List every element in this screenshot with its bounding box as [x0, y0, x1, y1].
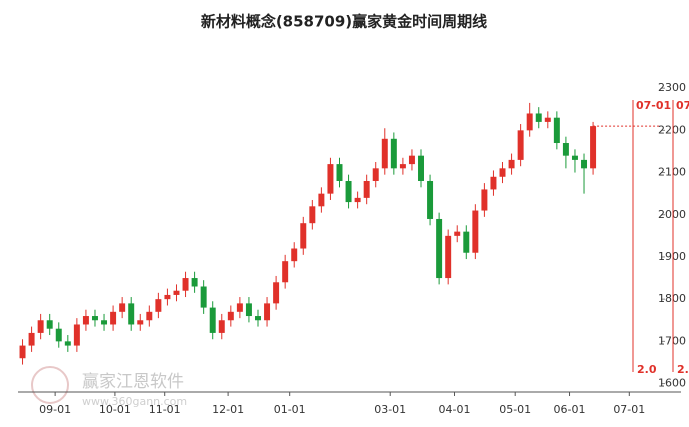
x-tick-label: 03-01	[374, 403, 406, 416]
cycle-date-label: 07-01	[676, 99, 689, 112]
candle-body	[218, 320, 225, 333]
candle-body	[110, 311, 117, 325]
watermark-url: www.360gann.com	[82, 395, 187, 408]
candle-body	[408, 155, 415, 165]
candle-body	[472, 210, 479, 253]
candle-body	[436, 218, 443, 279]
candle-body	[245, 303, 252, 317]
candle-body	[82, 316, 89, 325]
x-tick-label: 06-01	[554, 403, 586, 416]
y-tick-label: 1600	[658, 377, 686, 390]
candle-body	[73, 324, 80, 346]
candle-body	[309, 206, 316, 224]
candle-body	[336, 164, 343, 181]
candle-body	[227, 311, 234, 321]
x-tick-label: 11-01	[149, 403, 181, 416]
candle-body	[526, 113, 533, 131]
cycle-ratio-label: 2.3	[677, 363, 689, 376]
candle-body	[390, 138, 397, 169]
x-tick-label: 07-01	[613, 403, 645, 416]
candle-body	[381, 138, 388, 169]
candle-body	[562, 143, 569, 156]
candle-body	[28, 332, 35, 346]
candle-body	[318, 193, 325, 207]
candle-body	[427, 180, 434, 219]
x-tick-label: 04-01	[439, 403, 471, 416]
x-tick-label: 05-01	[499, 403, 531, 416]
y-tick-label: 2200	[658, 123, 686, 136]
candle-body	[173, 290, 180, 295]
y-tick-label: 1900	[658, 250, 686, 263]
candle-body	[291, 248, 298, 262]
candle-body	[155, 299, 162, 312]
candle-body	[372, 168, 379, 181]
candle-body	[101, 320, 108, 325]
x-tick-label: 09-01	[39, 403, 71, 416]
candle-body	[91, 316, 98, 321]
candle-body	[164, 294, 171, 300]
candle-body	[119, 303, 126, 312]
candle-body	[517, 130, 524, 160]
x-tick-label: 01-01	[274, 403, 306, 416]
candle-body	[19, 345, 26, 359]
candle-body	[508, 159, 515, 169]
y-tick-label: 1700	[658, 334, 686, 347]
watermark-text: 赢家江恩软件	[82, 372, 184, 392]
candle-body	[454, 231, 461, 236]
x-tick-label: 10-01	[99, 403, 131, 416]
candle-body	[581, 159, 588, 169]
candle-body	[544, 117, 551, 122]
candle-body	[345, 180, 352, 203]
cycle-date-label: 07-01	[636, 99, 671, 112]
candle-body	[463, 231, 470, 253]
candle-body	[55, 328, 62, 342]
candle-body	[399, 164, 406, 169]
candle-body	[300, 223, 307, 249]
candle-body	[46, 320, 53, 329]
candle-body	[146, 311, 153, 321]
candle-body	[264, 303, 271, 321]
candle-body	[182, 278, 189, 291]
watermark: 赢家江恩软件 www.360gann.com	[31, 366, 187, 408]
watermark-logo	[31, 366, 69, 404]
candle-body	[209, 307, 216, 333]
candle-body	[354, 197, 361, 203]
candle-body	[535, 113, 542, 122]
y-tick-label: 2300	[658, 81, 686, 94]
y-tick-label: 2000	[658, 208, 686, 221]
candle-body	[590, 126, 597, 169]
candle-body	[236, 303, 243, 312]
candle-body	[273, 282, 280, 304]
cycle-ratio-label: 2.0	[637, 363, 657, 376]
candle-body	[37, 320, 44, 333]
candle-body	[499, 168, 506, 177]
candle-body	[255, 316, 261, 321]
candle-body	[327, 164, 334, 194]
x-tick-label: 12-01	[212, 403, 244, 416]
candle-body	[490, 176, 497, 190]
candle-body	[571, 155, 578, 160]
candle-body	[200, 286, 207, 308]
candle-body	[553, 117, 560, 144]
y-tick-label: 2100	[658, 166, 686, 179]
candle-body	[137, 320, 144, 325]
chart-title: 新材料概念(858709)赢家黄金时间周期线	[201, 13, 487, 31]
y-tick-label: 1800	[658, 292, 686, 305]
candle-body	[128, 303, 135, 325]
candle-body	[64, 341, 71, 346]
candle-body	[282, 261, 289, 283]
candle-body	[191, 278, 198, 287]
candle-body	[445, 235, 452, 279]
candle-body	[363, 180, 370, 198]
candle-body	[418, 155, 424, 181]
candle-body	[481, 189, 488, 211]
